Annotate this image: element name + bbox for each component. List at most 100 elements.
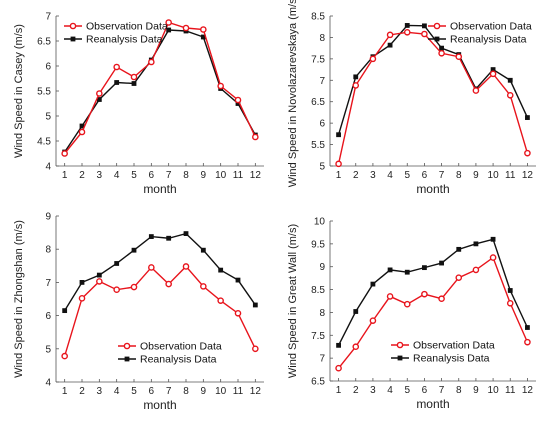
- data-point: [507, 77, 513, 83]
- legend-label: Observation Data: [140, 341, 222, 353]
- series-line: [63, 265, 256, 357]
- data-point: [456, 246, 462, 252]
- x-tick-label: 7: [166, 386, 172, 397]
- legend-marker: [433, 22, 441, 30]
- data-point: [252, 302, 258, 308]
- data-point: [182, 263, 190, 270]
- data-point: [62, 308, 68, 314]
- legend-marker: [123, 342, 131, 350]
- data-point: [114, 80, 120, 85]
- y-tick-label: 6.5: [311, 377, 325, 388]
- x-tick-label: 3: [97, 386, 103, 397]
- x-tick-label: 6: [149, 170, 155, 181]
- data-point: [79, 280, 85, 285]
- data-point: [336, 132, 341, 138]
- legend-marker: [396, 341, 404, 349]
- data-point: [404, 269, 410, 275]
- data-point: [386, 293, 394, 300]
- y-tick-label: 7: [319, 354, 325, 365]
- data-point: [234, 309, 242, 317]
- data-point: [166, 27, 172, 33]
- data-point: [61, 150, 68, 157]
- x-tick-label: 5: [131, 170, 137, 181]
- data-point: [234, 96, 242, 104]
- data-point: [96, 278, 103, 285]
- legend-marker: [124, 356, 130, 362]
- data-point: [422, 23, 427, 29]
- x-axis-title: month: [143, 182, 176, 196]
- data-point: [403, 300, 411, 308]
- data-point: [421, 30, 428, 38]
- x-tick-label: 1: [62, 386, 68, 397]
- y-axis-title: Wind Speed in Zhongshan (m/s): [13, 220, 25, 378]
- series-reanalysis: [336, 236, 530, 348]
- data-point: [386, 31, 394, 39]
- data-point: [403, 28, 411, 36]
- y-tick-label: 8.5: [311, 12, 325, 23]
- y-tick-label: 5.5: [37, 87, 51, 98]
- data-point: [439, 45, 444, 51]
- x-tick-label: 9: [473, 170, 479, 181]
- y-tick-label: 5: [45, 112, 51, 123]
- x-tick-label: 2: [353, 385, 359, 396]
- x-tick-label: 11: [505, 170, 516, 181]
- data-point: [439, 260, 444, 266]
- data-point: [472, 87, 480, 94]
- y-tick-label: 7.5: [311, 331, 325, 342]
- series-reanalysis: [62, 27, 258, 155]
- data-point: [490, 67, 496, 72]
- data-point: [217, 297, 224, 304]
- x-tick-label: 9: [201, 386, 207, 397]
- data-point: [506, 299, 514, 307]
- y-axis-title: Wind Speed in Novolazarevskaya (m/s): [287, 0, 299, 187]
- x-tick-label: 1: [62, 170, 68, 181]
- x-tick-label: 12: [250, 170, 262, 181]
- series-observation: [335, 28, 531, 168]
- legend-marker: [70, 36, 76, 42]
- x-tick-label: 6: [422, 385, 428, 396]
- data-point: [455, 53, 463, 61]
- data-point: [183, 231, 189, 236]
- x-tick-label: 6: [149, 386, 155, 397]
- legend-label: Reanalysis Data: [450, 34, 527, 46]
- data-point: [130, 73, 138, 81]
- x-tick-label: 12: [522, 170, 534, 181]
- x-tick-label: 8: [456, 170, 462, 181]
- data-point: [352, 82, 360, 89]
- y-tick-label: 4: [45, 378, 51, 389]
- legend-marker: [397, 355, 403, 361]
- x-tick-label: 3: [370, 170, 376, 181]
- data-point: [489, 254, 497, 261]
- x-tick-label: 10: [488, 385, 500, 396]
- x-tick-label: 3: [370, 385, 376, 396]
- legend-label: Reanalysis Data: [86, 34, 163, 46]
- series-line: [64, 21, 256, 154]
- x-tick-label: 11: [233, 386, 244, 397]
- data-point: [335, 160, 342, 168]
- data-point: [113, 286, 120, 294]
- x-tick-label: 10: [215, 170, 227, 181]
- x-tick-label: 3: [97, 170, 103, 181]
- data-point: [369, 317, 377, 324]
- data-point: [524, 149, 531, 157]
- x-tick-label: 8: [183, 170, 189, 181]
- x-tick-label: 4: [114, 170, 120, 181]
- x-tick-label: 8: [183, 386, 189, 397]
- x-axis-title: month: [143, 398, 176, 412]
- x-tick-label: 12: [522, 385, 534, 396]
- data-point: [455, 274, 463, 281]
- chart-panel-2: 55.566.577.588.51 2 3 4 5 6 7 8 9 10 11 12monthWind…: [287, 0, 536, 196]
- data-point: [113, 63, 120, 71]
- data-point: [148, 58, 155, 66]
- data-point: [387, 42, 393, 48]
- x-tick-label: 7: [439, 385, 445, 396]
- data-point: [130, 283, 138, 291]
- data-point: [438, 295, 445, 303]
- series-line: [64, 232, 256, 311]
- data-point: [489, 70, 497, 78]
- data-point: [335, 364, 342, 372]
- y-tick-label: 9.5: [311, 239, 325, 250]
- data-point: [131, 81, 137, 86]
